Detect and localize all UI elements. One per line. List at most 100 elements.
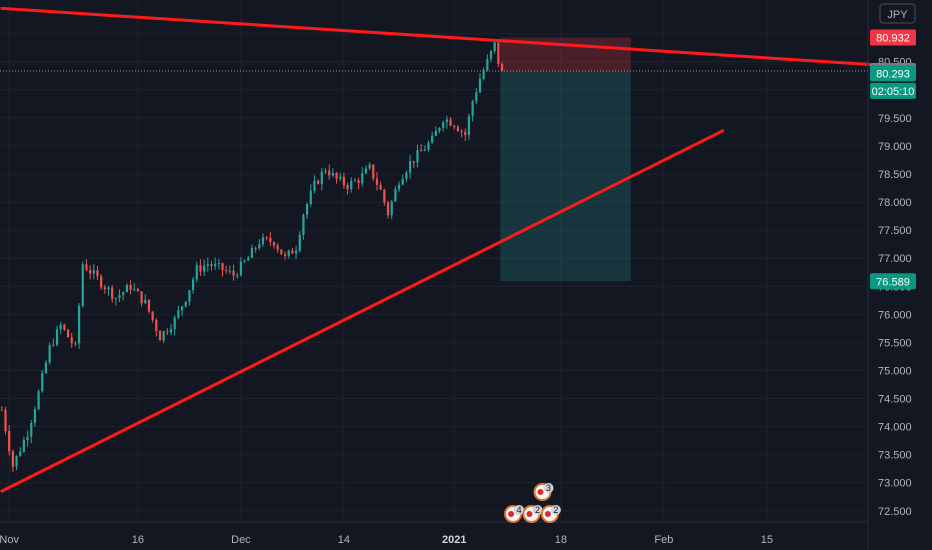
price-tick-label: 74.500 (878, 394, 912, 406)
candle-body (379, 184, 382, 190)
trendlines[interactable] (0, 6, 872, 493)
candle-body (243, 260, 246, 262)
time-axis[interactable]: Nov 16 Dec 14 2021 18 Feb 15 (0, 521, 868, 546)
price-tick-label: 73.000 (878, 478, 912, 490)
candle-body (283, 254, 287, 256)
time-tick-label: 2021 (442, 534, 466, 546)
candle-body (247, 257, 250, 261)
flag-dot-icon (508, 511, 515, 517)
trendline[interactable] (0, 6, 872, 67)
candle-body (4, 409, 7, 432)
price-tick-label: 74.000 (878, 422, 912, 434)
candle-body (85, 264, 88, 271)
candle-body (155, 320, 158, 332)
candle-body (272, 242, 276, 246)
candle-body (412, 161, 415, 163)
candle-body (63, 324, 66, 330)
candle-body (199, 265, 202, 272)
candle-body (92, 270, 95, 274)
candle-body (408, 161, 412, 173)
event-count-label: 2 (553, 505, 558, 515)
candle-body (372, 164, 375, 179)
candle-body (460, 131, 463, 133)
time-tick-label: 14 (338, 534, 350, 546)
candle-body (500, 63, 504, 71)
flag-dot-icon (526, 511, 533, 517)
candle-body (317, 180, 320, 184)
candle-body (191, 279, 195, 291)
time-tick-label: 16 (132, 534, 144, 546)
candle-body (144, 299, 147, 304)
candle-body (77, 305, 81, 344)
price-badge (870, 82, 916, 99)
candle-body (158, 331, 162, 341)
candle-body (169, 329, 173, 333)
candle-body (162, 331, 165, 341)
candle-body (471, 101, 474, 117)
candle-body (302, 214, 305, 235)
price-tick-label: 73.500 (878, 450, 912, 462)
price-badge-label: 80.293 (876, 68, 910, 80)
time-tick-label: Nov (0, 534, 19, 546)
trendline[interactable] (0, 129, 725, 493)
event-count-badge (543, 483, 554, 493)
price-tick-label: 76.000 (878, 309, 912, 321)
candle-body (114, 298, 117, 300)
candle-body (133, 288, 136, 290)
price-tick-label: 78.000 (878, 197, 912, 209)
currency-label: JPY (887, 9, 908, 21)
price-tick-label: 79.500 (878, 113, 912, 125)
candle-body (431, 135, 434, 143)
candle-body (434, 131, 437, 136)
candle-body (397, 184, 401, 190)
candle-body (41, 373, 44, 392)
price-tick-label: 78.500 (878, 169, 912, 181)
price-axis[interactable]: 72.500 73.000 73.500 74.000 74.500 75.000 75.5… (867, 0, 912, 550)
candle-body (177, 310, 180, 318)
candle-body (103, 287, 106, 290)
candle-body (52, 344, 55, 346)
price-badge (870, 29, 916, 46)
candle-body (228, 270, 231, 272)
take-profit-zone[interactable] (500, 71, 631, 282)
candle-body (129, 285, 132, 290)
candle-body (239, 261, 243, 276)
candle-body (442, 122, 445, 128)
candle-body (195, 265, 198, 280)
candle-body (383, 189, 386, 203)
candle-body (122, 292, 125, 296)
candle-body (147, 299, 151, 312)
price-tick-label: 79.000 (878, 141, 912, 153)
candle-body (166, 331, 169, 333)
candle-body (26, 436, 29, 441)
candle-body (100, 276, 103, 288)
candle-body (287, 250, 290, 256)
currency-button[interactable]: JPY (879, 3, 916, 24)
candle-body (140, 291, 143, 304)
candle-body (386, 202, 390, 216)
event-count-label: 4 (517, 505, 522, 515)
candle-body (320, 171, 323, 184)
candle-body (173, 317, 176, 330)
price-badge-label: 80.932 (876, 32, 910, 44)
candle-body (453, 125, 456, 128)
candle-body (368, 164, 371, 169)
candle-body (37, 391, 40, 410)
candle-body (0, 409, 3, 411)
candle-body (306, 204, 309, 215)
event-markers[interactable]: 3 4 2 2 (504, 483, 561, 523)
candle-body (467, 116, 471, 136)
flag-dot-icon (537, 489, 544, 495)
candle-body (416, 150, 419, 163)
candle-body (445, 119, 448, 123)
candle-body (33, 409, 37, 423)
candle-body (125, 285, 128, 293)
candle-body (342, 176, 345, 186)
candle-body (250, 247, 254, 258)
candle-body (427, 142, 430, 150)
candle-body (210, 264, 213, 267)
position-zones[interactable] (500, 37, 631, 282)
candle-body (423, 149, 426, 151)
